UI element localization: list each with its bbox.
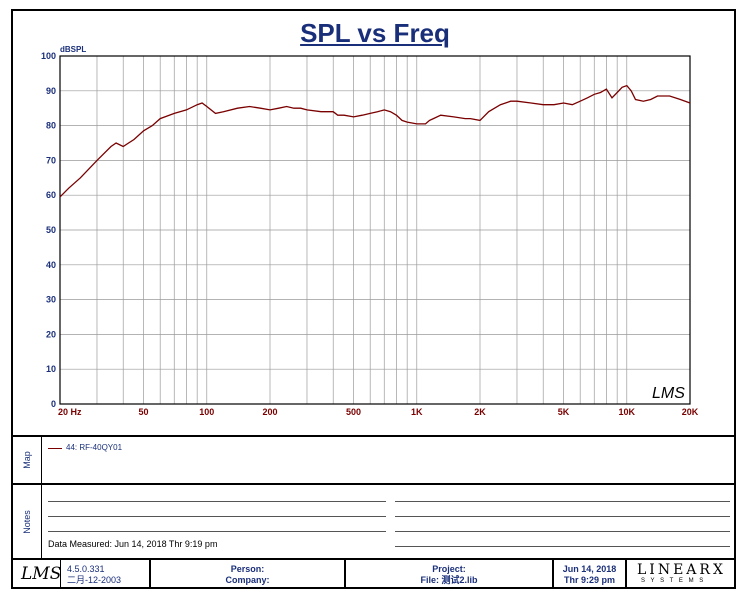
map-label-box: Map — [13, 437, 42, 483]
person-label: Person: — [230, 564, 265, 574]
x-tick-label: 2K — [474, 407, 486, 417]
y-tick-label: 100 — [41, 51, 56, 61]
y-tick-label: 60 — [46, 190, 56, 200]
y-tick-label: 50 — [46, 225, 56, 235]
y-tick-label: 0 — [51, 399, 56, 409]
watermark-lms: LMS — [652, 385, 685, 402]
note-line — [395, 531, 730, 532]
x-tick-label: 100 — [199, 407, 214, 417]
y-tick-label: 70 — [46, 155, 56, 165]
chart-title: SPL vs Freq — [300, 18, 450, 48]
y-tick-label: 20 — [46, 329, 56, 339]
report-frame — [11, 9, 736, 589]
note-line — [395, 516, 730, 517]
plot-border — [59, 55, 691, 405]
x-tick-label: 200 — [262, 407, 277, 417]
legend-swatch — [48, 448, 62, 449]
footer-logo-lms: LMS — [21, 564, 62, 584]
footer-person-cell: Person: Company: — [151, 560, 346, 589]
company-label: Company: — [225, 575, 270, 585]
y-tick-label: 90 — [46, 86, 56, 96]
footer-time: Thr 9:29 pm — [563, 575, 615, 585]
y-axis-label: dBSPL — [60, 45, 86, 54]
spl-chart: 0 10 20 30 40 50 60 70 80 90 100 20 Hz 50 100 200 500 1… — [41, 45, 699, 417]
version: 4.5.0.331 — [67, 564, 105, 574]
note-line — [395, 546, 730, 547]
x-tick-label: 10K — [619, 407, 636, 417]
y-tick-label: 40 — [46, 260, 56, 270]
notes-label: Notes — [22, 509, 32, 534]
x-tick-label: 500 — [346, 407, 361, 417]
series-line-rf-40qy01 — [59, 84, 691, 198]
note-line — [48, 531, 386, 532]
notes-label-box: Notes — [13, 485, 42, 558]
legend-entry: 44: RF-40QY01 — [66, 443, 123, 452]
x-tick-label: 50 — [139, 407, 149, 417]
grid — [59, 55, 691, 405]
footer-date-cell: Jun 14, 2018 Thr 9:29 pm — [554, 560, 627, 589]
note-line — [48, 501, 386, 502]
y-tick-label: 80 — [46, 121, 56, 131]
map-panel — [13, 435, 735, 485]
notes-panel — [13, 483, 735, 560]
footer-project-cell: Project: File: 测试2.lib — [346, 560, 554, 589]
y-tick-labels: 0 10 20 30 40 50 60 70 80 90 100 — [41, 51, 56, 409]
footer-logo-cell: LMS — [13, 560, 61, 589]
brand-linearx: LINEARX — [637, 562, 726, 578]
note-line — [48, 516, 386, 517]
x-tick-labels: 20 Hz 50 100 200 500 1K 2K 5K 10K 20K — [58, 407, 699, 417]
version-date: 二月-12-2003 — [67, 575, 122, 585]
y-tick-label: 10 — [46, 364, 56, 374]
y-tick-label: 30 — [46, 295, 56, 305]
footer-date: Jun 14, 2018 — [562, 564, 617, 574]
project-label: Project: — [432, 564, 466, 574]
footer: LMS 4.5.0.331 二月-12-2003 Person: Company… — [13, 558, 735, 589]
brand-systems: S Y S T E M S — [641, 578, 706, 584]
x-tick-label: 20K — [682, 407, 699, 417]
footer-brand-cell: LINEARX S Y S T E M S — [627, 560, 735, 589]
map-label: Map — [22, 451, 32, 469]
file-label: File: 测试2.lib — [420, 575, 478, 585]
x-tick-label: 1K — [411, 407, 423, 417]
x-tick-label: 5K — [558, 407, 570, 417]
x-tick-label: 20 Hz — [58, 407, 82, 417]
footer-version-cell: 4.5.0.331 二月-12-2003 — [61, 560, 151, 589]
data-measured: Data Measured: Jun 14, 2018 Thr 9:19 pm — [48, 539, 218, 549]
note-line — [395, 501, 730, 502]
